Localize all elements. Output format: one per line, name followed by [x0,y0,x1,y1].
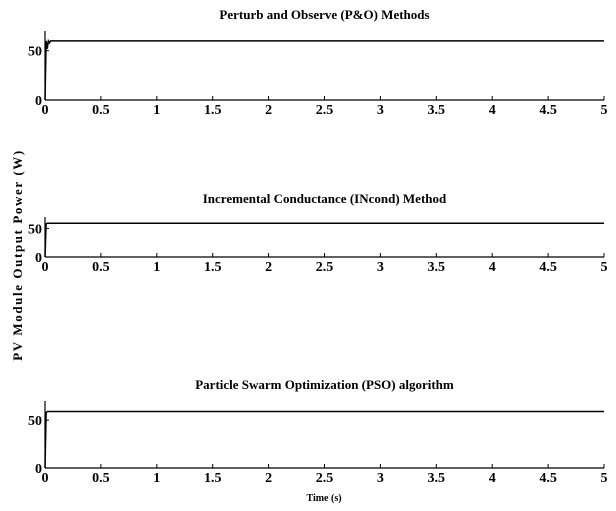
panel-title: Perturb and Observe (P&O) Methods [219,7,429,22]
x-tick-label: 3 [377,103,384,118]
power-series-line [44,38,604,101]
x-tick-label: 0 [42,103,49,118]
y-tick-label: 0 [35,94,42,109]
y-tick-label: 50 [28,45,42,60]
x-tick-label: 4 [489,103,496,118]
y-axis-label: PV Module Output Power (W) [10,149,25,361]
x-tick-label: 2.5 [316,260,334,275]
x-tick-label: 4.5 [539,260,557,275]
chart-panels: Perturb and Observe (P&O) Methods 0 0.5 1 1.… [28,7,608,486]
x-tick-label: 0 [42,471,49,486]
panel-title: Particle Swarm Optimization (PSO) algori… [195,377,454,392]
x-tick-label: 0.5 [92,260,110,275]
x-tick-label: 1 [153,260,160,275]
x-tick-label: 5 [601,103,608,118]
x-tick-label: 1.5 [204,103,222,118]
x-tick-label: 0 [42,260,49,275]
y-tick-label: 0 [35,251,42,266]
power-series-line [44,222,604,258]
x-tick-label: 3.5 [428,260,446,275]
x-tick-label: 1 [153,471,160,486]
x-tick-label: 1 [153,103,160,118]
x-tick-label: 2 [265,103,272,118]
x-tick-label: 4.5 [539,103,557,118]
x-tick-label: 4 [489,260,496,275]
panel-title: Incremental Conductance (INcond) Method [203,191,447,206]
x-tick-label: 5 [601,471,608,486]
x-tick-label: 4 [489,471,496,486]
x-tick-label: 0.5 [92,471,110,486]
y-tick-label: 0 [35,462,42,477]
y-tick-label: 50 [28,222,42,237]
x-tick-label: 3 [377,471,384,486]
x-tick-label: 3.5 [428,103,446,118]
x-tick-label: 0.5 [92,103,110,118]
y-tick-label: 50 [28,414,42,429]
x-tick-label: 1.5 [204,471,222,486]
x-tick-label: 5 [601,260,608,275]
x-tick-label: 2.5 [316,103,334,118]
x-tick-label: 2 [265,260,272,275]
x-axis-label: Time (s) [306,493,341,504]
panel-1: Perturb and Observe (P&O) Methods 0 0.5 1 1.… [28,7,608,118]
panel-3: Particle Swarm Optimization (PSO) algori… [28,377,608,486]
x-tick-label: 3.5 [428,471,446,486]
x-tick-label: 4.5 [539,471,557,486]
panel-2: Incremental Conductance (INcond) Method 0… [28,191,608,275]
x-tick-label: 2 [265,471,272,486]
x-tick-label: 2.5 [316,471,334,486]
x-tick-label: 1.5 [204,260,222,275]
x-tick-label: 3 [377,260,384,275]
power-series-line [44,410,604,469]
